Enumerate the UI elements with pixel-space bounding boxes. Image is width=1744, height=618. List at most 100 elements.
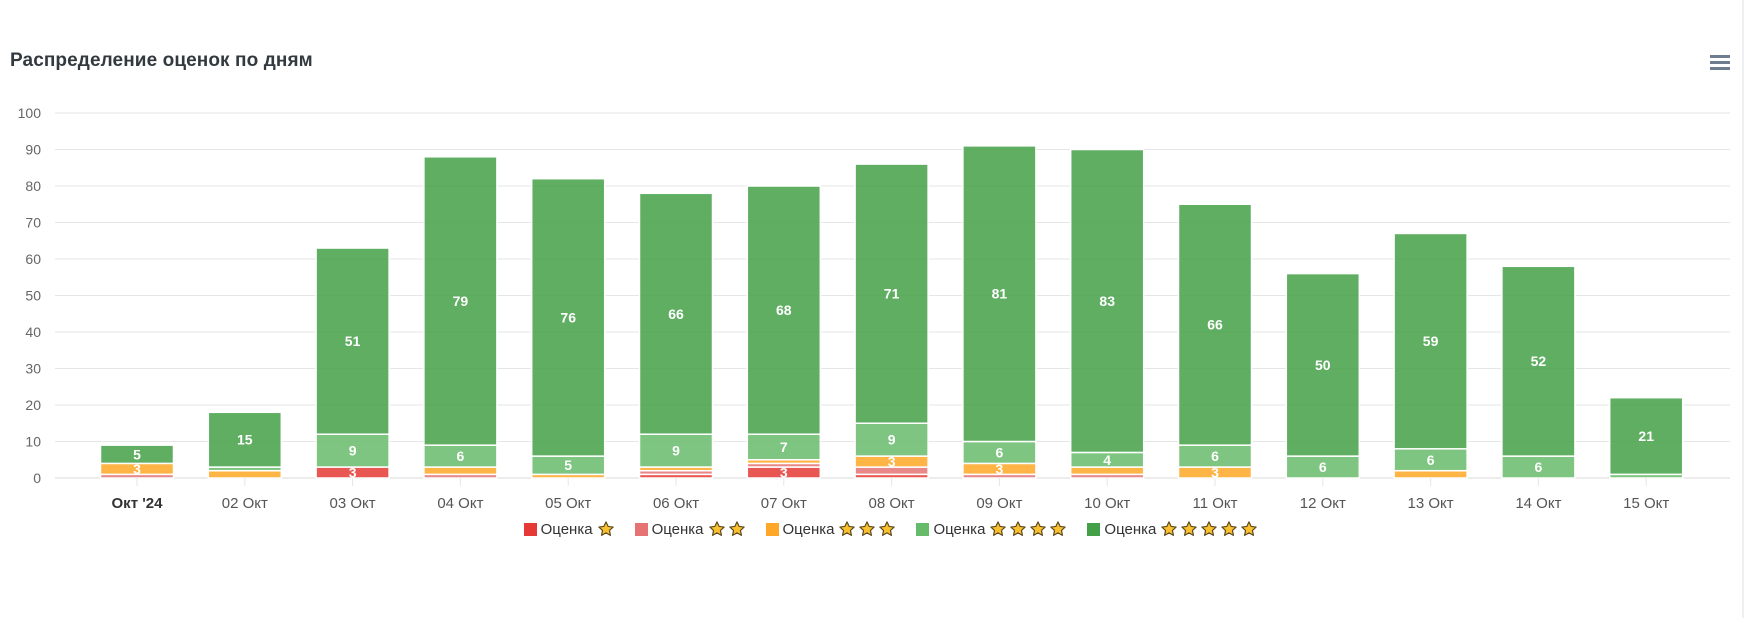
bar-stack[interactable] bbox=[1177, 203, 1253, 479]
chart-container-border bbox=[1742, 0, 1744, 618]
data-label: 52 bbox=[1531, 353, 1547, 369]
data-label: 9 bbox=[672, 443, 680, 459]
x-tick-label: 06 Окт bbox=[653, 495, 699, 512]
y-tick-label: 100 bbox=[18, 105, 42, 121]
bar-segment-rating-5[interactable] bbox=[99, 444, 175, 465]
x-tick-label: Окт '24 bbox=[112, 495, 164, 512]
bar-stack[interactable] bbox=[746, 185, 822, 479]
data-label: 3 bbox=[349, 465, 357, 481]
data-label: 5 bbox=[564, 457, 572, 473]
bar-stack[interactable] bbox=[854, 163, 929, 479]
legend-label: Оценка bbox=[651, 520, 704, 538]
chart-menu-button[interactable] bbox=[1708, 52, 1732, 74]
bar-stack[interactable] bbox=[1608, 396, 1684, 479]
bar-segment-rating-5[interactable] bbox=[1285, 272, 1361, 457]
legend-stars bbox=[1160, 520, 1258, 538]
y-tick-label: 80 bbox=[25, 178, 41, 194]
star-icon bbox=[1161, 521, 1178, 536]
y-tick-label: 60 bbox=[25, 251, 41, 267]
bar-segment-rating-5[interactable] bbox=[1501, 265, 1576, 457]
legend-item-rating-1[interactable]: Оценка bbox=[523, 520, 615, 538]
bar-segment-rating-3[interactable] bbox=[207, 469, 283, 479]
bar-segment-rating-3[interactable] bbox=[423, 466, 498, 476]
data-label: 3 bbox=[1211, 465, 1219, 481]
star-icon bbox=[1221, 521, 1238, 536]
bar-segment-rating-5[interactable] bbox=[315, 247, 390, 435]
data-label: 3 bbox=[996, 461, 1004, 477]
bar-segment-rating-4[interactable] bbox=[746, 433, 822, 461]
legend-swatch bbox=[523, 522, 537, 536]
bar-stack[interactable] bbox=[1285, 272, 1361, 479]
x-tick-label: 08 Окт bbox=[869, 495, 915, 512]
star-icon bbox=[1181, 521, 1198, 536]
legend-label: Оценка bbox=[782, 520, 835, 538]
x-tick-label: 14 Окт bbox=[1515, 495, 1561, 512]
data-label: 51 bbox=[345, 333, 361, 349]
data-label: 6 bbox=[457, 448, 465, 464]
x-tick-label: 13 Окт bbox=[1408, 495, 1454, 512]
bar-stack[interactable] bbox=[315, 247, 390, 479]
bar-segment-rating-5[interactable] bbox=[207, 411, 283, 468]
star-icon bbox=[1010, 521, 1027, 536]
y-tick-label: 70 bbox=[25, 215, 41, 231]
legend-label: Оценка bbox=[933, 520, 986, 538]
star-icon bbox=[990, 521, 1007, 536]
x-tick-label: 05 Окт bbox=[545, 495, 591, 512]
star-icon bbox=[1241, 521, 1258, 536]
bar-segment-rating-5[interactable] bbox=[1069, 148, 1145, 454]
data-label: 7 bbox=[780, 439, 788, 455]
bar-stack[interactable] bbox=[423, 156, 498, 479]
bar-segment-rating-4[interactable] bbox=[854, 422, 929, 457]
star-icon bbox=[728, 521, 745, 536]
bar-segment-rating-5[interactable] bbox=[423, 156, 498, 446]
legend-item-rating-5[interactable]: Оценка bbox=[1087, 520, 1258, 538]
bar-segment-rating-4[interactable] bbox=[638, 433, 714, 468]
data-label: 66 bbox=[1207, 317, 1223, 333]
hamburger-menu-icon-line bbox=[1710, 61, 1730, 64]
y-tick-label: 20 bbox=[25, 397, 41, 413]
star-icon bbox=[708, 521, 725, 536]
star-icon bbox=[879, 521, 896, 536]
bar-segment-rating-3[interactable] bbox=[1069, 466, 1145, 476]
hamburger-menu-icon-line bbox=[1710, 67, 1730, 70]
bar-segment-rating-5[interactable] bbox=[962, 145, 1037, 443]
legend-item-rating-2[interactable]: Оценка bbox=[634, 520, 746, 538]
x-tick-label: 04 Окт bbox=[437, 495, 483, 512]
bar-segment-rating-5[interactable] bbox=[638, 192, 714, 435]
bar-segment-rating-5[interactable] bbox=[1177, 203, 1253, 446]
bar-stack[interactable] bbox=[1501, 265, 1576, 479]
bar-stack[interactable] bbox=[962, 145, 1037, 479]
bar-stack[interactable] bbox=[530, 177, 606, 479]
x-tick-label: 15 Окт bbox=[1623, 495, 1669, 512]
bar-stack[interactable] bbox=[99, 444, 175, 479]
data-labels-layer: 3515395167957696637683971368148336666506… bbox=[133, 286, 1654, 481]
data-label: 9 bbox=[888, 432, 896, 448]
bar-segment-rating-5[interactable] bbox=[1393, 232, 1468, 450]
legend-item-rating-3[interactable]: Оценка bbox=[765, 520, 897, 538]
data-label: 15 bbox=[237, 432, 253, 448]
legend-stars bbox=[597, 520, 615, 538]
bar-segment-rating-5[interactable] bbox=[530, 177, 606, 457]
legend-label: Оценка bbox=[540, 520, 593, 538]
legend-label: Оценка bbox=[1104, 520, 1157, 538]
star-icon bbox=[1030, 521, 1047, 536]
data-label: 3 bbox=[133, 461, 141, 477]
data-label: 83 bbox=[1099, 293, 1115, 309]
data-label: 6 bbox=[1319, 459, 1327, 475]
bar-stack[interactable] bbox=[1069, 148, 1145, 479]
bar-segment-rating-5[interactable] bbox=[854, 163, 929, 424]
bar-stack[interactable] bbox=[1393, 232, 1468, 479]
bar-segment-rating-5[interactable] bbox=[746, 185, 822, 435]
bar-stack[interactable] bbox=[638, 192, 714, 479]
data-label: 4 bbox=[1103, 452, 1111, 468]
bar-segment-rating-3[interactable] bbox=[1393, 469, 1468, 479]
data-label: 81 bbox=[992, 286, 1008, 302]
bar-segment-rating-5[interactable] bbox=[1608, 396, 1684, 476]
y-axis-labels: 0 10 20 30 40 50 60 70 80 90 100 bbox=[18, 105, 42, 486]
legend-stars bbox=[708, 520, 746, 538]
legend-item-rating-4[interactable]: Оценка bbox=[916, 520, 1067, 538]
data-label: 68 bbox=[776, 302, 792, 318]
x-tick-label: 07 Окт bbox=[761, 495, 807, 512]
y-tick-label: 30 bbox=[25, 361, 41, 377]
